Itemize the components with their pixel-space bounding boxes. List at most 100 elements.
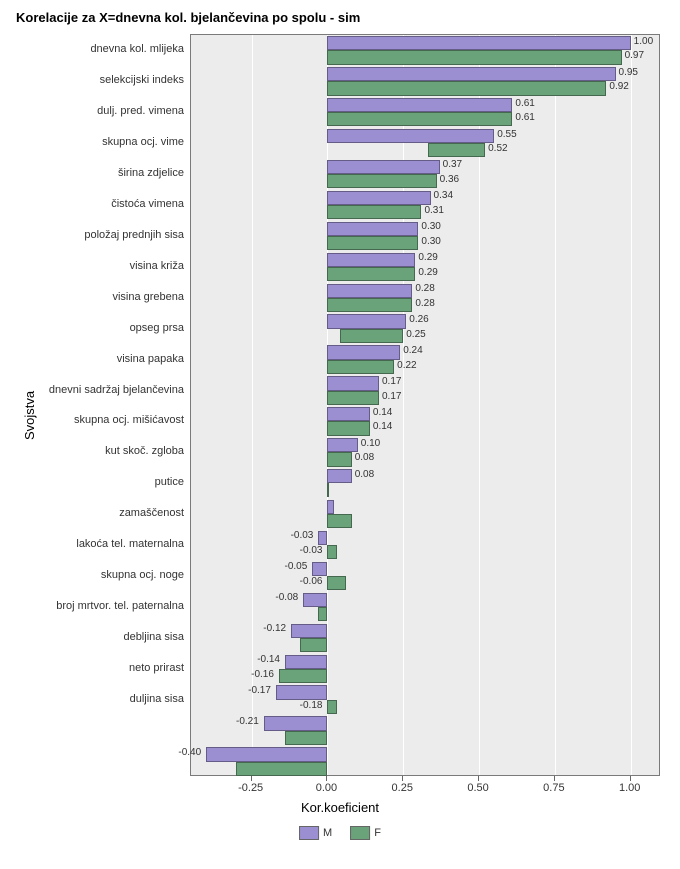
value-label: 0.55 — [497, 129, 516, 140]
y-tick-label: kut skoč. zgloba — [105, 445, 190, 457]
bar-group: 0.950.92 — [191, 66, 659, 97]
bar-f — [327, 452, 351, 466]
value-label: 0.17 — [382, 376, 401, 387]
value-label: 0.25 — [406, 329, 425, 340]
bar-group: 0.610.61 — [191, 97, 659, 128]
value-label: -0.12 — [263, 623, 286, 634]
bar-group: 0.08 — [191, 468, 659, 499]
bar-group: -0.40 — [191, 746, 659, 777]
bar-m — [276, 685, 328, 699]
y-tick-label: dnevni sadržaj bjelančevina — [49, 384, 190, 396]
bar-group: 0.100.08 — [191, 437, 659, 468]
bar-f — [327, 174, 436, 188]
value-label: 0.36 — [440, 174, 459, 185]
value-label: 0.08 — [355, 452, 374, 463]
bar-f — [327, 514, 351, 528]
bar-f — [327, 298, 412, 312]
bar-f — [327, 267, 415, 281]
bar-m — [327, 98, 512, 112]
x-tick-label: 0.50 — [467, 776, 488, 794]
y-tick-label: skupna ocj. mišićavost — [74, 414, 190, 426]
bar-f — [300, 638, 327, 652]
y-tick-label: neto prirast — [129, 662, 190, 674]
bar-group: -0.21 — [191, 715, 659, 746]
bar-group: 0.34 0.31 — [191, 190, 659, 221]
bar-f — [327, 483, 329, 497]
bar-group: 0.240.22 — [191, 344, 659, 375]
y-tick-label: dnevna kol. mlijeka — [90, 43, 190, 55]
bar-m — [327, 438, 357, 452]
y-tick-label: opseg prsa — [130, 322, 190, 334]
bar-group — [191, 499, 659, 530]
x-axis-title: Kor.koeficient — [301, 800, 379, 815]
value-label: 0.17 — [382, 391, 401, 402]
value-label: 1.00 — [634, 36, 653, 47]
bar-f — [327, 576, 345, 590]
value-label: 0.28 — [415, 283, 434, 294]
value-label: -0.14 — [257, 654, 280, 665]
bar-m — [327, 253, 415, 267]
value-label: -0.05 — [285, 561, 308, 572]
chart-container: { "title": "Korelacije za X=dnevna kol. … — [0, 0, 680, 869]
bar-m — [327, 407, 369, 421]
value-label: 0.29 — [418, 267, 437, 278]
bar-m — [303, 593, 327, 607]
y-tick-label: visina križa — [130, 260, 190, 272]
value-label: -0.03 — [291, 530, 314, 541]
bar-group: -0.08 — [191, 592, 659, 623]
value-label: -0.16 — [251, 669, 274, 680]
y-tick-label: zamaščenost — [119, 507, 190, 519]
bar-m — [327, 314, 406, 328]
bar-f — [318, 607, 327, 621]
bar-f — [327, 112, 512, 126]
bar-f — [428, 143, 486, 157]
bar-f — [285, 731, 327, 745]
value-label: -0.06 — [300, 576, 323, 587]
value-label: 0.31 — [424, 205, 443, 216]
x-tick-label: 0.75 — [543, 776, 564, 794]
bar-m — [327, 222, 418, 236]
chart-title: Korelacije za X=dnevna kol. bjelančevina… — [16, 10, 360, 25]
legend-swatch — [299, 826, 319, 840]
value-label: 0.22 — [397, 360, 416, 371]
value-label: -0.17 — [248, 685, 271, 696]
bar-group: 0.550.52 — [191, 128, 659, 159]
value-label: 0.61 — [515, 98, 534, 109]
y-tick-label: debljina sisa — [123, 631, 190, 643]
legend-item: F — [350, 826, 381, 840]
y-tick-label: skupna ocj. noge — [101, 569, 190, 581]
bar-f — [327, 81, 606, 95]
value-label: 0.26 — [409, 314, 428, 325]
value-label: 0.37 — [443, 159, 462, 170]
plot-area: 1.000.970.950.920.610.610.550.520.370.36… — [190, 34, 660, 776]
value-label: 0.30 — [421, 221, 440, 232]
bar-group: -0.12 — [191, 622, 659, 653]
legend-label: M — [323, 827, 332, 839]
y-tick-label: putice — [155, 476, 190, 488]
y-tick-label: duljina sisa — [130, 693, 190, 705]
bar-m — [312, 562, 327, 576]
value-label: 0.08 — [355, 469, 374, 480]
bar-group: 0.140.14 — [191, 406, 659, 437]
bar-m — [327, 160, 439, 174]
bar-m — [285, 655, 327, 669]
bar-m — [291, 624, 327, 638]
bar-group: 0.26 0.25 — [191, 313, 659, 344]
value-label: -0.18 — [300, 700, 323, 711]
bar-f — [279, 669, 328, 683]
bar-m — [264, 716, 328, 730]
value-label: -0.21 — [236, 716, 259, 727]
bar-m — [327, 191, 430, 205]
bar-f — [327, 545, 336, 559]
bar-f — [236, 762, 327, 776]
bar-m — [327, 345, 400, 359]
y-axis-title: Svojstva — [22, 391, 37, 440]
bar-m — [327, 36, 630, 50]
bar-m — [327, 129, 494, 143]
value-label: 0.34 — [434, 190, 453, 201]
y-tick-label: visina papaka — [117, 353, 190, 365]
value-label: 0.14 — [373, 421, 392, 432]
x-tick-label: 0.25 — [392, 776, 413, 794]
value-label: 0.28 — [415, 298, 434, 309]
value-label: 0.29 — [418, 252, 437, 263]
